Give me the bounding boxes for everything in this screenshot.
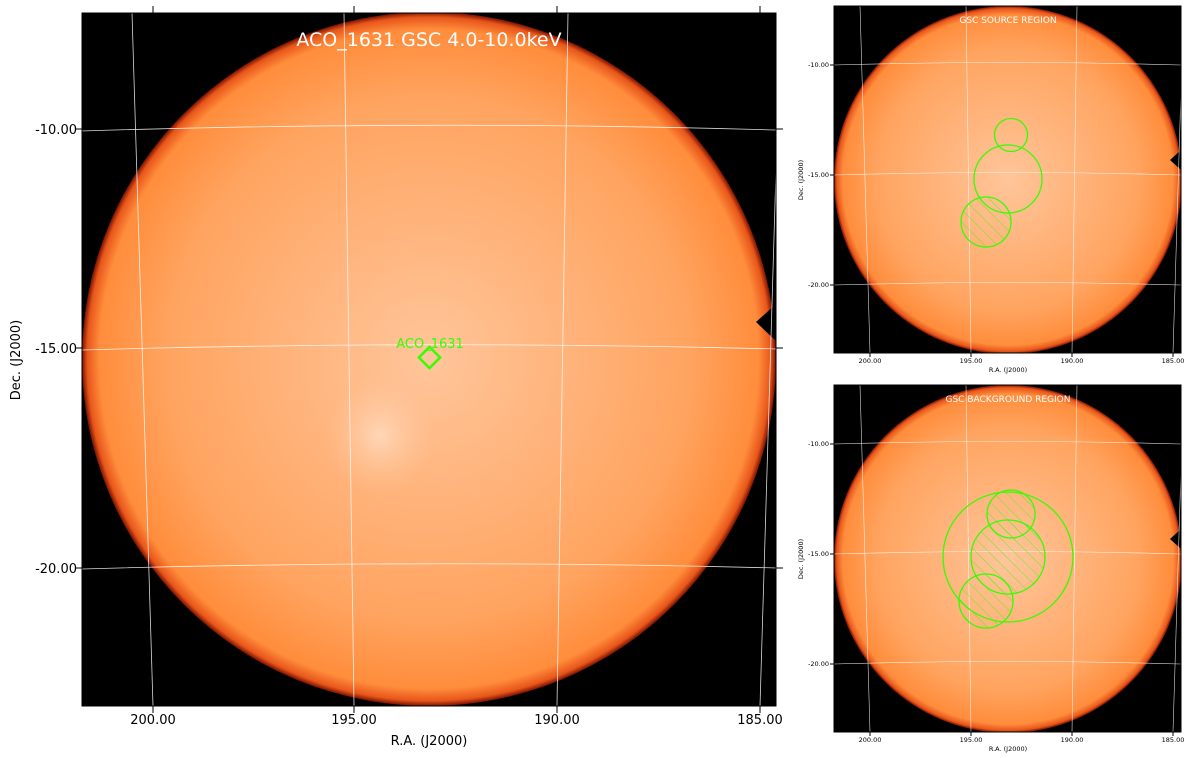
coordinate-grid bbox=[82, 13, 776, 706]
excluded-region-circle bbox=[958, 573, 1014, 629]
background-region-panel: GSC BACKGROUND REGION 200.00 195.00 190.… bbox=[790, 379, 1190, 758]
main-ticks bbox=[75, 6, 783, 713]
edge-notch bbox=[1170, 150, 1181, 170]
panel-frame bbox=[833, 5, 1182, 354]
main-image-svg: ACO_1631 GSC 4.0-10.0keV ACO_1631 200.00… bbox=[9, 6, 783, 749]
source-region-svg: GSC SOURCE REGION 200.00 195.00 190.00 1… bbox=[797, 5, 1185, 374]
x-axis-label: R.A. (J2000) bbox=[989, 745, 1027, 753]
panel-title: GSC BACKGROUND REGION bbox=[946, 395, 1071, 405]
panel-ticks bbox=[830, 64, 1174, 357]
y-tick-label: -20.00 bbox=[35, 562, 77, 577]
detector-disk bbox=[834, 6, 1181, 353]
x-tick-label: 195.00 bbox=[331, 713, 377, 728]
y-tick-label: -10.00 bbox=[35, 123, 77, 138]
y-tick-label: -20.00 bbox=[808, 660, 829, 668]
y-tick-label: -10.00 bbox=[808, 61, 829, 69]
x-tick-label: 200.00 bbox=[130, 713, 176, 728]
background-region-svg: GSC BACKGROUND REGION 200.00 195.00 190.… bbox=[797, 384, 1185, 753]
x-axis-label: R.A. (J2000) bbox=[989, 366, 1027, 374]
excluded-region-circle bbox=[960, 196, 1012, 248]
x-tick-label: 195.00 bbox=[960, 736, 983, 744]
y-axis-label: Dec. (J2000) bbox=[797, 539, 805, 579]
x-tick-label: 190.00 bbox=[1061, 736, 1084, 744]
x-axis-label: R.A. (J2000) bbox=[391, 734, 468, 749]
y-tick-label: -15.00 bbox=[35, 342, 77, 357]
panel-ticks bbox=[830, 443, 1174, 736]
source-region-circle bbox=[993, 117, 1029, 153]
panel-title: GSC SOURCE REGION bbox=[959, 16, 1056, 26]
detector-disk bbox=[82, 13, 776, 706]
coordinate-grid bbox=[834, 385, 1181, 732]
x-tick-label: 200.00 bbox=[859, 357, 882, 365]
panel-frame bbox=[833, 384, 1182, 733]
y-axis-label: Dec. (J2000) bbox=[797, 160, 805, 200]
x-tick-label: 190.00 bbox=[534, 713, 580, 728]
source-marker-label: ACO_1631 bbox=[396, 337, 464, 352]
x-tick-label: 195.00 bbox=[960, 357, 983, 365]
coordinate-grid bbox=[834, 6, 1181, 353]
x-tick-label: 185.00 bbox=[1162, 357, 1185, 365]
x-tick-label: 185.00 bbox=[737, 713, 783, 728]
y-axis-label: Dec. (J2000) bbox=[9, 320, 24, 400]
y-tick-label: -15.00 bbox=[808, 171, 829, 179]
source-diamond-marker bbox=[417, 345, 442, 370]
x-tick-label: 190.00 bbox=[1061, 357, 1084, 365]
main-frame bbox=[81, 12, 777, 707]
y-tick-label: -20.00 bbox=[808, 281, 829, 289]
main-title: ACO_1631 GSC 4.0-10.0keV bbox=[296, 29, 561, 51]
source-region-panel: GSC SOURCE REGION 200.00 195.00 190.00 1… bbox=[790, 0, 1190, 379]
edge-notch bbox=[1170, 529, 1181, 549]
y-tick-label: -15.00 bbox=[808, 550, 829, 558]
x-tick-label: 185.00 bbox=[1162, 736, 1185, 744]
main-image-panel: ACO_1631 GSC 4.0-10.0keV ACO_1631 200.00… bbox=[9, 6, 783, 749]
bright-emission-patch bbox=[325, 375, 435, 495]
y-tick-label: -10.00 bbox=[808, 440, 829, 448]
x-tick-label: 200.00 bbox=[859, 736, 882, 744]
